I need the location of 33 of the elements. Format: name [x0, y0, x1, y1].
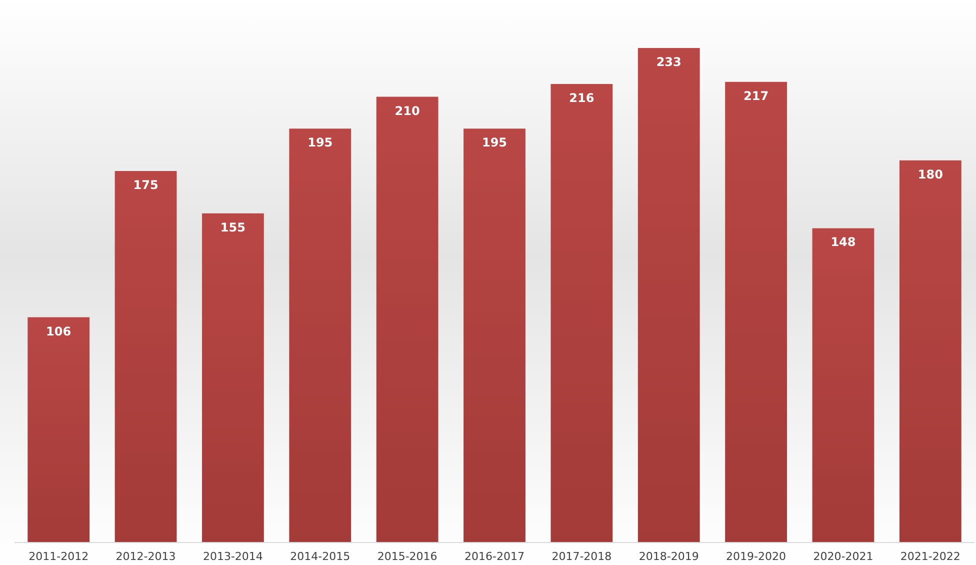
data-label: 195 [308, 136, 333, 150]
data-label: 180 [918, 167, 943, 182]
data-label: 155 [220, 220, 246, 234]
x-tick-label: 2020-2021 [813, 550, 874, 563]
data-label: 210 [394, 104, 420, 118]
bar [899, 160, 962, 542]
x-tick-label: 2012-2013 [116, 550, 176, 563]
bar [725, 82, 787, 542]
x-tick-label: 2015-2016 [377, 550, 438, 563]
data-label: 175 [133, 178, 158, 192]
data-label: 106 [46, 324, 72, 338]
x-tick-label: 2013-2014 [202, 550, 263, 563]
data-label: 217 [744, 88, 769, 103]
bar [28, 317, 90, 542]
x-tick-label: 2019-2020 [726, 550, 786, 563]
bar [114, 170, 177, 542]
data-label: 233 [656, 55, 682, 69]
bar [376, 96, 438, 542]
x-tick-label: 2016-2017 [464, 550, 524, 563]
bar [289, 128, 352, 542]
x-tick-label: 2021-2022 [900, 550, 960, 563]
bar [812, 228, 874, 542]
x-tick-label: 2014-2015 [290, 550, 350, 563]
bar [550, 84, 613, 542]
x-tick-label: 2018-2019 [638, 550, 699, 563]
bar [638, 48, 700, 542]
x-tick-label: 2011-2012 [28, 550, 89, 563]
data-label: 148 [830, 235, 856, 250]
x-tick-label: 2017-2018 [552, 550, 612, 563]
data-label: 195 [482, 136, 508, 150]
bar [464, 128, 526, 542]
data-label: 216 [569, 91, 594, 106]
bar [202, 213, 264, 542]
